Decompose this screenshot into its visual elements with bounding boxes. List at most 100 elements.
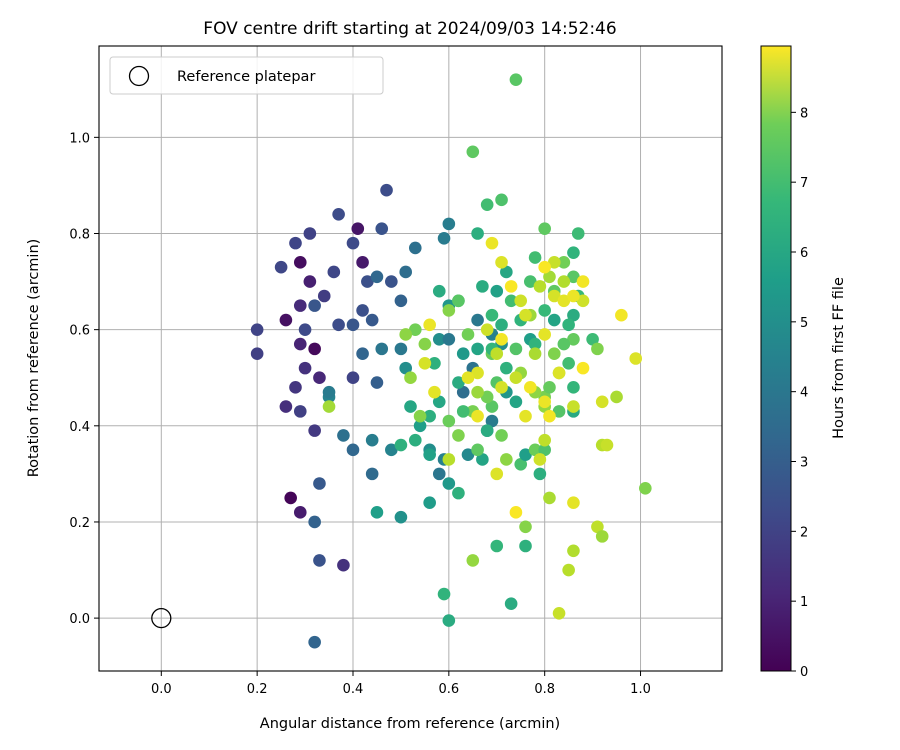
data-point [514,294,528,308]
data-point [504,280,518,293]
data-point [528,251,542,264]
data-point [399,361,413,375]
data-point [442,332,456,346]
data-point [370,270,384,284]
data-point [552,405,566,418]
data-point [547,347,561,360]
data-point [308,424,321,437]
data-point [399,328,413,341]
data-point [356,347,369,360]
data-point [298,323,312,336]
data-point [538,433,551,447]
data-point [509,506,523,519]
data-point [308,635,321,649]
data-point [423,496,436,510]
data-point [557,337,571,351]
data-point [514,457,528,471]
data-point [250,347,264,360]
data-point [308,515,321,529]
data-point [485,236,499,250]
data-point [509,371,523,385]
data-point [490,347,504,360]
data-point [346,318,360,332]
data-point [591,520,604,534]
data-point [442,477,456,490]
data-point [365,433,379,447]
data-point [461,328,475,341]
data-point [538,222,551,235]
data-point [394,342,408,356]
data-point [394,510,408,524]
data-point [528,347,542,360]
data-point [552,607,566,620]
data-point [567,381,580,394]
data-point [480,323,494,336]
data-point [461,448,475,461]
data-point [365,313,379,327]
colorbar [760,45,792,672]
colorbar-tick-label: 7 [800,176,808,191]
legend: Reference platepar [109,56,384,95]
data-point [471,385,484,399]
data-point [452,294,465,308]
data-point [500,265,513,279]
y-tick-label: 0.0 [69,612,90,627]
colorbar-tick-label: 5 [800,316,808,331]
data-point [313,371,326,385]
gridlines [99,46,722,671]
y-axis-ticks: 0.0 0.2 0.4 0.6 0.8 1.0 [69,131,99,627]
data-point [629,352,643,365]
data-point [404,371,417,385]
data-point [322,385,336,399]
data-point [370,376,384,389]
data-point [528,337,542,351]
y-tick-label: 1.0 [69,131,90,146]
data-point [576,275,590,288]
data-point [452,376,465,389]
data-point [356,304,369,317]
data-point [595,395,609,409]
data-point [423,318,436,332]
colorbar-tick-label: 4 [800,386,808,401]
data-point [293,299,307,312]
data-point [289,381,302,394]
data-point [485,308,499,322]
data-point [552,366,566,380]
data-point [519,308,532,322]
colorbar-tick-label: 3 [800,456,808,471]
data-point [567,246,580,260]
chart-title: FOV centre drift starting at 2024/09/03 … [203,19,616,39]
data-point [557,275,571,288]
data-point [576,294,590,308]
plot-frame [98,45,723,672]
data-point [394,294,408,308]
data-point [567,544,580,558]
data-point [456,405,470,418]
data-point [471,313,484,327]
data-point [385,443,398,457]
data-point [423,448,436,461]
data-point [476,280,489,293]
data-point [471,366,484,380]
data-point [293,337,307,351]
data-point [543,270,556,284]
data-point [370,506,384,519]
y-tick-label: 0.2 [69,516,90,531]
data-point [480,198,494,211]
data-point [308,342,321,356]
data-point [600,438,614,452]
data-point [442,414,456,428]
data-point [495,256,508,269]
x-tick-label: 0.2 [247,682,268,697]
reference-point-marker [151,607,172,629]
data-point [490,284,504,298]
data-point [543,491,556,505]
data-point [547,256,561,269]
legend-box [109,56,384,95]
data-point [322,400,336,413]
data-point [524,275,537,288]
data-point [428,357,441,370]
data-point [274,260,288,274]
data-point [490,539,504,553]
